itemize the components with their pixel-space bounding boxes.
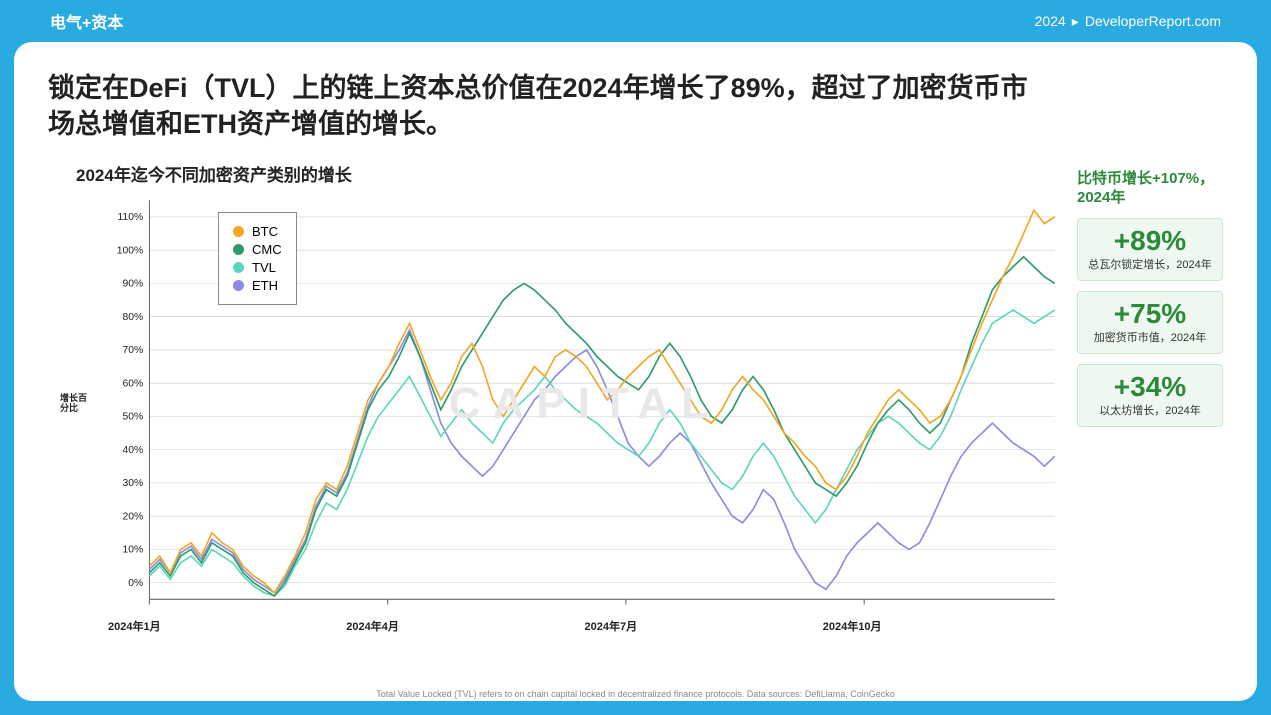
legend-item: CMC bbox=[233, 242, 282, 257]
plot-wrap: 增长百分比 BTC CMC TVL bbox=[108, 194, 1061, 614]
y-axis-label: 增长百分比 bbox=[60, 394, 90, 414]
svg-text:70%: 70% bbox=[123, 345, 144, 356]
stat-value: +34% bbox=[1088, 373, 1212, 401]
legend-label: ETH bbox=[252, 278, 278, 293]
chart-subtitle: 2024年迄今不同加密资产类别的增长 bbox=[76, 161, 1071, 186]
chart-left: 2024年迄今不同加密资产类别的增长 增长百分比 BTC CMC bbox=[48, 161, 1071, 634]
legend-label: CMC bbox=[252, 242, 282, 257]
svg-text:10%: 10% bbox=[123, 544, 144, 555]
svg-text:100%: 100% bbox=[117, 245, 143, 256]
svg-text:50%: 50% bbox=[123, 411, 144, 422]
stat-label: 以太坊增长，2024年 bbox=[1088, 405, 1212, 418]
svg-text:30%: 30% bbox=[123, 478, 144, 489]
stat-box: +34% 以太坊增长，2024年 bbox=[1077, 364, 1223, 427]
stat-label: 总瓦尔锁定增长，2024年 bbox=[1088, 259, 1212, 272]
stat-value: +75% bbox=[1088, 300, 1212, 328]
legend-dot-icon bbox=[233, 244, 244, 255]
stats-sidebar: 比特币增长+107%，2024年 +89% 总瓦尔锁定增长，2024年 +75%… bbox=[1071, 161, 1223, 634]
svg-text:80%: 80% bbox=[123, 312, 144, 323]
x-tick-label: 2024年7月 bbox=[585, 618, 823, 634]
svg-text:20%: 20% bbox=[123, 511, 144, 522]
page-header: 电气+资本 2024 ▸ DeveloperReport.com bbox=[0, 0, 1271, 42]
chart-area: 2024年迄今不同加密资产类别的增长 增长百分比 BTC CMC bbox=[48, 161, 1223, 634]
legend-dot-icon bbox=[233, 262, 244, 273]
x-axis-labels: 2024年1月 2024年4月 2024年7月 2024年10月 bbox=[108, 618, 1061, 634]
legend-label: TVL bbox=[252, 260, 276, 275]
header-brand: 电气+资本 bbox=[50, 9, 123, 33]
btc-growth-note: 比特币增长+107%，2024年 bbox=[1077, 169, 1223, 208]
stat-value: +89% bbox=[1088, 227, 1212, 255]
x-tick-label: 2024年10月 bbox=[823, 618, 1061, 634]
svg-text:0%: 0% bbox=[128, 578, 143, 589]
svg-text:90%: 90% bbox=[123, 278, 144, 289]
legend-item: BTC bbox=[233, 224, 282, 239]
header-meta: 2024 ▸ DeveloperReport.com bbox=[1035, 13, 1221, 30]
svg-text:110%: 110% bbox=[118, 212, 144, 223]
stat-box: +75% 加密货币市值，2024年 bbox=[1077, 291, 1223, 354]
page-title: 锁定在DeFi（TVL）上的链上资本总价值在2024年增长了89%，超过了加密货… bbox=[48, 70, 1048, 143]
x-tick-label: 2024年4月 bbox=[346, 618, 584, 634]
header-site: DeveloperReport.com bbox=[1085, 13, 1221, 29]
x-tick-label: 2024年1月 bbox=[108, 618, 346, 634]
content-card: 锁定在DeFi（TVL）上的链上资本总价值在2024年增长了89%，超过了加密货… bbox=[14, 42, 1257, 701]
footnote: Total Value Locked (TVL) refers to on ch… bbox=[376, 689, 895, 699]
legend-dot-icon bbox=[233, 226, 244, 237]
chart-legend: BTC CMC TVL ETH bbox=[218, 212, 297, 305]
svg-text:60%: 60% bbox=[123, 378, 144, 389]
legend-item: TVL bbox=[233, 260, 282, 275]
header-year: 2024 bbox=[1035, 13, 1066, 29]
svg-text:40%: 40% bbox=[123, 445, 144, 456]
legend-label: BTC bbox=[252, 224, 278, 239]
legend-dot-icon bbox=[233, 280, 244, 291]
legend-item: ETH bbox=[233, 278, 282, 293]
stat-label: 加密货币市值，2024年 bbox=[1088, 332, 1212, 345]
chevron-right-icon: ▸ bbox=[1072, 13, 1079, 30]
stat-box: +89% 总瓦尔锁定增长，2024年 bbox=[1077, 218, 1223, 281]
page-root: 电气+资本 2024 ▸ DeveloperReport.com 锁定在DeFi… bbox=[0, 0, 1271, 715]
